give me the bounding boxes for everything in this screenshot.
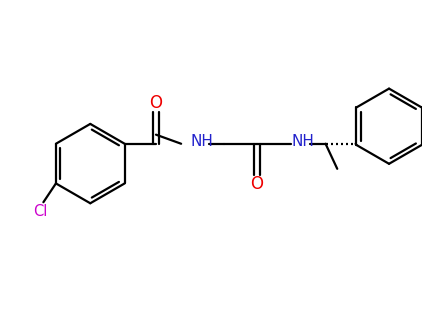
Text: NH: NH <box>291 134 314 149</box>
Text: O: O <box>149 94 162 112</box>
Text: Cl: Cl <box>33 204 48 219</box>
Text: NH: NH <box>190 134 213 149</box>
Text: O: O <box>250 175 263 193</box>
